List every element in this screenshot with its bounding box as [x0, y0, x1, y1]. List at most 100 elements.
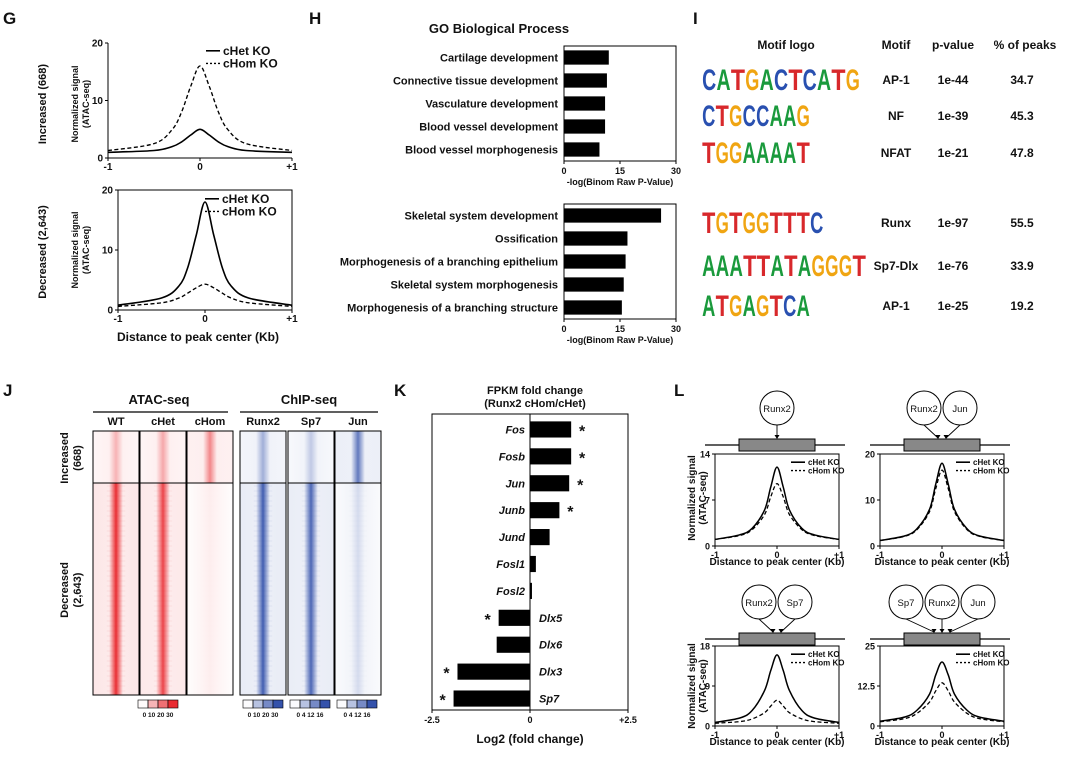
- motif-logo-letter: A: [743, 290, 756, 323]
- bar: [564, 142, 600, 157]
- factor-label: Sp7: [898, 598, 915, 609]
- motif-logo-letter: G: [729, 290, 742, 323]
- heatmap-column-label: WT: [107, 416, 124, 428]
- significance-star: *: [485, 612, 492, 629]
- x-tick-label: 0: [774, 730, 779, 740]
- runx2-scale-swatch: [262, 699, 274, 709]
- motif-logo-letter: A: [798, 250, 811, 283]
- legend-label-chet: cHet KO: [808, 458, 840, 467]
- significance-star: *: [567, 504, 574, 521]
- heatmap-block-decreased: [93, 483, 139, 695]
- motif-peaks: 55.5: [1010, 216, 1034, 230]
- series-line-chom: [107, 65, 293, 152]
- heatmap-frame: [287, 430, 335, 696]
- heatmap-block-increased: [288, 431, 334, 483]
- heatmap-block-decreased: [288, 483, 334, 695]
- binding-arrow: [945, 424, 961, 439]
- y-tick-label: 0: [705, 722, 710, 732]
- y-axis-title: Normalized signal: [70, 65, 80, 142]
- motif-logo-letter: A: [702, 250, 715, 283]
- factor-label: Runx2: [745, 598, 772, 609]
- header-peaks: % of peaks: [994, 38, 1057, 52]
- header-motif: Motif: [882, 38, 912, 52]
- x-tick-label: 15: [615, 324, 625, 334]
- motif-peaks: 47.8: [1010, 146, 1034, 160]
- row-label-decreased: Decreased (2,643): [37, 205, 49, 299]
- motif-pvalue: 1e-25: [938, 299, 969, 313]
- motif-logo-letter: A: [743, 137, 756, 170]
- panel-letter-k: K: [394, 381, 407, 400]
- significance-star: *: [577, 477, 584, 494]
- x-tick-label: +1: [834, 550, 844, 560]
- motif-logo-letter: C: [702, 100, 715, 133]
- bar: [564, 208, 662, 223]
- x-tick-label: 0: [939, 550, 944, 560]
- y-axis-title: (ATAC-seq): [698, 659, 709, 713]
- motif-logo-letter: A: [797, 290, 810, 323]
- go-title: GO Biological Process: [429, 21, 569, 36]
- motif-logo-letter: T: [731, 64, 745, 97]
- motif-logo-letter: G: [729, 100, 742, 133]
- peak-region-box: [903, 632, 981, 646]
- y-tick-label: 10: [92, 96, 104, 107]
- y-tick-label: 20: [865, 450, 875, 460]
- motif-pvalue: 1e-44: [938, 73, 969, 87]
- motif-logo-letter: G: [825, 250, 838, 283]
- fold-change-bar: [498, 609, 530, 626]
- y-tick-label: 0: [870, 542, 875, 552]
- motif-logo-letter: A: [817, 64, 831, 97]
- heatmap-block-increased: [187, 431, 233, 483]
- go-term-label: Morphogenesis of a branching structure: [347, 303, 558, 315]
- arrow-head: [935, 435, 941, 439]
- atac-scale-label: 0 10 20 30: [143, 712, 174, 719]
- factor-label: Runx2: [910, 404, 937, 415]
- atac-scale-swatch: [147, 699, 159, 709]
- gene-label: Dlx5: [539, 613, 563, 625]
- motif-logo-letter: A: [702, 290, 715, 323]
- heatmap-frame: [334, 430, 382, 696]
- y-axis-title: (ATAC-seq): [81, 226, 91, 274]
- x-tick-label: 0: [774, 550, 779, 560]
- x-tick-label: +1: [999, 730, 1009, 740]
- motif-logo-letter: C: [803, 64, 817, 97]
- motif-peaks: 34.7: [1010, 73, 1034, 87]
- x-tick-label: -1: [711, 550, 719, 560]
- header-motif-logo: Motif logo: [757, 38, 814, 52]
- heatmap-block-decreased: [240, 483, 286, 695]
- x-axis-title: -log(Binom Raw P-Value): [567, 335, 674, 345]
- gene-label: Dlx6: [539, 640, 563, 652]
- sp7-scale-swatch: [319, 699, 331, 709]
- gene-label: Fosl2: [496, 586, 525, 598]
- heatmap-row-label: (668): [72, 445, 84, 471]
- motif-logo-letter: T: [757, 250, 770, 283]
- heatmap-block-decreased: [335, 483, 381, 695]
- series-line-chom: [879, 469, 1005, 542]
- go-term-label: Ossification: [495, 234, 558, 246]
- x-tick-label: +1: [286, 314, 298, 325]
- arrow-head: [943, 435, 949, 439]
- motif-logo-letter: T: [770, 207, 783, 240]
- x-tick-label: +1: [286, 162, 298, 173]
- y-tick-label: 9: [705, 682, 710, 692]
- gene-label: Fos: [505, 424, 525, 436]
- motif-logo-letter: T: [831, 64, 845, 97]
- go-bar-chart: Cartilage development Connective tissue d…: [393, 45, 681, 187]
- heatmap-block-increased: [335, 431, 381, 483]
- y-tick-label: 20: [92, 39, 104, 50]
- x-tick-label: -1: [876, 730, 884, 740]
- go-term-label: Blood vessel morphogenesis: [405, 145, 558, 157]
- jun-scale-swatch: [336, 699, 348, 709]
- x-tick-label: 0: [561, 324, 566, 334]
- motif-name: Runx: [881, 216, 911, 230]
- motif-logo-letter: T: [743, 250, 756, 283]
- motif-logo-letter: G: [729, 137, 742, 170]
- series-line-chom: [879, 682, 1005, 723]
- heatmap-frame: [139, 430, 187, 696]
- factor-label: Runx2: [763, 404, 790, 415]
- x-tick-label: +1: [999, 550, 1009, 560]
- heatmap-column-label: Jun: [348, 416, 368, 428]
- heatmap-column-label: cHom: [195, 416, 226, 428]
- motif-logo-letter: A: [770, 250, 783, 283]
- x-axis-title: -log(Binom Raw P-Value): [567, 177, 674, 187]
